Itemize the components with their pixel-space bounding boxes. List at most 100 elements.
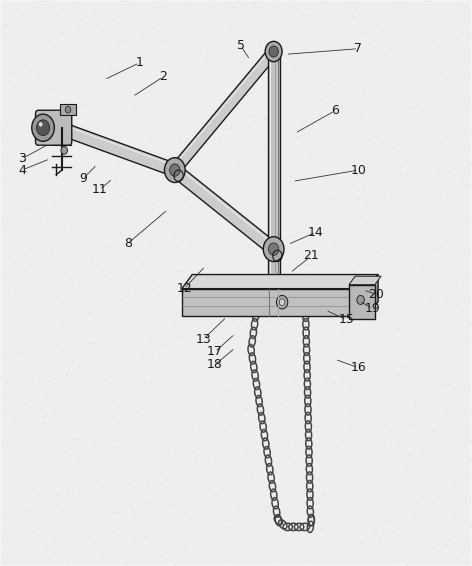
Point xyxy=(131,146,138,155)
Point xyxy=(100,375,108,384)
Point xyxy=(427,222,434,231)
Point xyxy=(30,204,37,213)
Point xyxy=(345,156,353,165)
Point xyxy=(92,475,100,484)
Point xyxy=(138,71,146,80)
Point xyxy=(258,65,266,74)
Point xyxy=(197,196,204,205)
Point xyxy=(386,439,394,448)
Point xyxy=(175,139,183,148)
Point xyxy=(74,500,81,509)
Point xyxy=(458,306,466,315)
Point xyxy=(307,33,314,42)
Point xyxy=(239,110,247,119)
Point xyxy=(27,486,35,495)
Text: 16: 16 xyxy=(351,361,366,374)
Point xyxy=(386,155,394,164)
Point xyxy=(280,559,287,566)
Point xyxy=(209,173,217,182)
Point xyxy=(454,81,462,90)
Point xyxy=(169,75,177,84)
Point xyxy=(297,174,305,183)
Point xyxy=(210,232,218,241)
Point xyxy=(341,264,348,273)
Polygon shape xyxy=(171,165,278,254)
Point xyxy=(238,279,246,288)
Point xyxy=(336,524,343,533)
Point xyxy=(80,161,88,170)
Point xyxy=(272,538,279,547)
Point xyxy=(311,39,319,48)
Point xyxy=(374,150,381,159)
Point xyxy=(452,270,460,279)
Point xyxy=(384,507,392,516)
Point xyxy=(342,185,349,194)
Point xyxy=(432,514,439,524)
Point xyxy=(219,317,227,326)
Circle shape xyxy=(269,243,279,255)
Point xyxy=(63,195,70,204)
Point xyxy=(229,482,237,491)
Point xyxy=(434,509,442,518)
Point xyxy=(222,329,229,338)
Point xyxy=(0,508,5,517)
Point xyxy=(290,396,297,405)
Point xyxy=(283,262,291,271)
Point xyxy=(182,547,190,556)
Point xyxy=(437,250,445,259)
Point xyxy=(110,172,118,181)
Point xyxy=(189,422,196,431)
Point xyxy=(229,208,237,217)
Point xyxy=(333,443,340,452)
Point xyxy=(284,16,292,25)
Point xyxy=(113,264,120,273)
Point xyxy=(405,235,413,245)
Point xyxy=(287,230,295,239)
Point xyxy=(432,63,440,72)
Point xyxy=(139,226,146,235)
Point xyxy=(400,37,408,46)
Text: 20: 20 xyxy=(368,288,384,301)
Point xyxy=(407,44,414,53)
Point xyxy=(279,188,287,197)
Point xyxy=(331,238,338,247)
Point xyxy=(81,293,89,302)
Point xyxy=(169,475,176,484)
Point xyxy=(213,491,220,500)
Point xyxy=(89,107,96,116)
Point xyxy=(286,276,293,285)
Point xyxy=(363,472,371,481)
Point xyxy=(320,488,328,498)
Point xyxy=(262,317,270,326)
Circle shape xyxy=(164,158,185,182)
Point xyxy=(69,491,77,500)
Point xyxy=(0,354,7,363)
Point xyxy=(85,308,93,318)
Point xyxy=(191,28,198,37)
Point xyxy=(151,10,158,19)
Point xyxy=(458,149,465,158)
Point xyxy=(372,246,380,255)
Point xyxy=(206,183,214,192)
Point xyxy=(82,198,90,207)
Point xyxy=(430,243,438,252)
Point xyxy=(231,405,238,414)
Point xyxy=(383,59,391,68)
Point xyxy=(241,404,249,413)
Point xyxy=(129,261,137,270)
Point xyxy=(187,97,194,106)
Point xyxy=(419,258,427,267)
Point xyxy=(377,320,385,329)
Point xyxy=(446,473,453,482)
Point xyxy=(436,138,444,147)
Point xyxy=(233,255,240,264)
Point xyxy=(362,179,369,188)
Point xyxy=(22,135,30,144)
Point xyxy=(298,318,305,327)
Point xyxy=(383,387,390,396)
Point xyxy=(244,448,251,457)
Point xyxy=(99,397,107,406)
Point xyxy=(456,153,464,162)
Point xyxy=(275,276,283,285)
Point xyxy=(182,123,189,132)
